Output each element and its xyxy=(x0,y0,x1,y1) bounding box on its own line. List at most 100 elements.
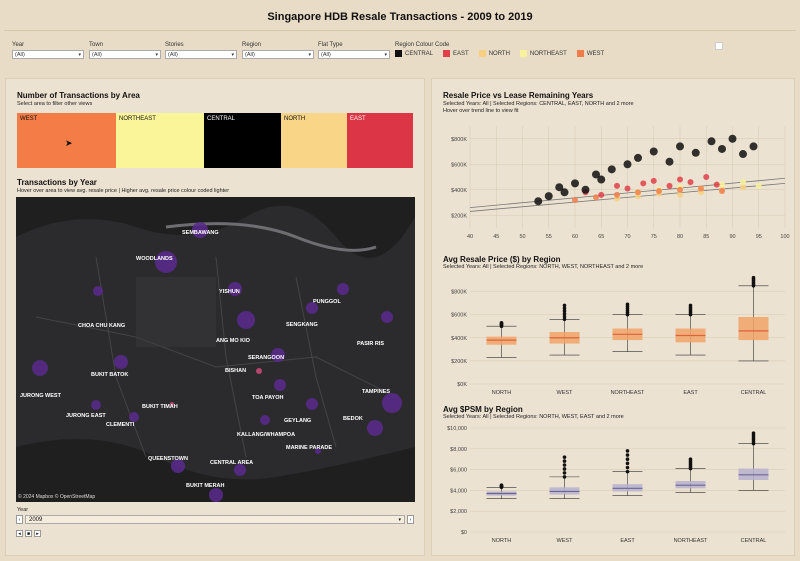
scatter-point[interactable] xyxy=(544,192,553,201)
scatter-point[interactable] xyxy=(572,196,578,203)
scatter-point[interactable] xyxy=(614,191,620,198)
scatter-point[interactable] xyxy=(614,182,620,189)
year-select[interactable]: 2009 ▾ xyxy=(25,515,405,524)
scatter-point[interactable] xyxy=(749,142,758,151)
box2-chart[interactable]: $0 $2,000 $4,000 $6,000 $8,000 $10,000 NORTH WE… xyxy=(440,420,790,550)
scatter-point[interactable] xyxy=(640,180,647,187)
play-icon[interactable]: ▸ xyxy=(34,530,41,537)
area-tile-north[interactable]: NORTH xyxy=(281,113,347,168)
filter-year-select[interactable]: (All) ▾ xyxy=(12,50,84,59)
town-marker[interactable] xyxy=(155,251,177,273)
scatter-point[interactable] xyxy=(740,179,746,186)
year-next-button[interactable]: › xyxy=(407,515,414,524)
box1-chart[interactable]: $0K $200K $400K $600K $800K NORTH WEST NORTHEAS… xyxy=(440,272,790,398)
town-marker[interactable] xyxy=(234,464,246,476)
trend-line[interactable] xyxy=(469,177,786,208)
town-marker[interactable] xyxy=(260,415,270,425)
legend-item-northeast[interactable]: NORTHEAST xyxy=(519,50,567,57)
town-marker[interactable] xyxy=(228,282,242,296)
scatter-point[interactable] xyxy=(593,194,599,201)
scatter-point[interactable] xyxy=(650,177,657,184)
area-tile-west[interactable]: WEST xyxy=(17,113,116,168)
legend-item-north[interactable]: NORTH xyxy=(478,50,510,57)
town-marker[interactable] xyxy=(274,379,286,391)
scatter-point[interactable] xyxy=(635,189,641,196)
town-marker[interactable] xyxy=(256,368,262,374)
stop-icon[interactable]: ■ xyxy=(25,530,32,537)
scatter-point[interactable] xyxy=(719,188,725,195)
town-marker[interactable] xyxy=(271,348,285,362)
scatter-point[interactable] xyxy=(698,185,704,192)
scatter-point[interactable] xyxy=(634,153,642,162)
scatter-point[interactable] xyxy=(739,150,747,159)
scatter-point[interactable] xyxy=(607,165,616,174)
scatter-point[interactable] xyxy=(656,188,662,195)
scatter-point[interactable] xyxy=(703,174,710,180)
town-marker[interactable] xyxy=(382,393,402,413)
filter-town: Town (All) ▾ xyxy=(89,42,161,59)
legend-item-central[interactable]: CENTRAL xyxy=(395,50,433,57)
outlier-point xyxy=(751,431,756,435)
area-tile-central[interactable]: CENTRAL xyxy=(204,113,281,168)
scatter-point[interactable] xyxy=(687,179,694,186)
town-marker[interactable] xyxy=(192,222,208,238)
town-marker[interactable] xyxy=(209,488,223,502)
outlier-point xyxy=(625,461,630,466)
scatter-point[interactable] xyxy=(718,144,726,153)
scatter-chart[interactable]: $200K $400K $600K $800K 40 45 50 55 60 65 70 75 80 85… xyxy=(440,116,790,246)
town-marker[interactable] xyxy=(237,311,255,329)
legend-item-west[interactable]: WEST xyxy=(576,50,604,57)
scatter-point[interactable] xyxy=(571,179,579,188)
town-marker[interactable] xyxy=(381,311,393,323)
scatter-point[interactable] xyxy=(707,137,716,146)
scatter-point[interactable] xyxy=(728,134,737,143)
scatter-point[interactable] xyxy=(691,148,700,157)
scatter-point[interactable] xyxy=(555,183,564,192)
scatter-point[interactable] xyxy=(534,197,543,206)
scatter-point[interactable] xyxy=(677,176,683,183)
area-tile-northeast[interactable]: NORTHEAST xyxy=(116,113,204,168)
town-marker[interactable] xyxy=(315,448,321,454)
filter-town-select[interactable]: (All) ▾ xyxy=(89,50,161,59)
scatter-point[interactable] xyxy=(560,188,569,197)
town-marker[interactable] xyxy=(171,459,185,473)
town-marker[interactable] xyxy=(170,402,174,406)
scatter-point[interactable] xyxy=(677,191,683,198)
year-prev-button[interactable]: ‹ xyxy=(16,515,23,524)
box[interactable] xyxy=(738,316,769,341)
scatter-point[interactable] xyxy=(676,142,684,151)
scatter-point[interactable] xyxy=(713,181,720,188)
town-marker[interactable] xyxy=(337,283,349,295)
scatter-point[interactable] xyxy=(597,175,606,184)
scatter-point[interactable] xyxy=(719,181,725,188)
scatter-point[interactable] xyxy=(666,182,673,189)
map[interactable]: SEMBAWANG WOODLANDS YISHUN PUNGGOL SENGKANG C… xyxy=(16,197,415,502)
trend-line[interactable] xyxy=(469,182,786,212)
legend-item-east[interactable]: EAST xyxy=(443,50,469,57)
town-marker[interactable] xyxy=(367,420,383,436)
scatter-point[interactable] xyxy=(740,184,746,191)
filter-stories-select[interactable]: (All) ▾ xyxy=(165,50,237,59)
town-marker[interactable] xyxy=(114,355,128,369)
scatter-point[interactable] xyxy=(581,185,590,194)
scatter-point[interactable] xyxy=(755,182,762,189)
scatter-point[interactable] xyxy=(649,147,658,156)
play-back-icon[interactable]: ◂ xyxy=(16,530,23,537)
year-control-label: Year xyxy=(17,507,29,513)
town-marker[interactable] xyxy=(306,302,318,314)
scatter-point[interactable] xyxy=(677,186,683,193)
town-marker[interactable] xyxy=(93,286,103,296)
scatter-point[interactable] xyxy=(624,185,631,192)
area-tile-east[interactable]: EAST xyxy=(347,113,413,168)
scatter-point[interactable] xyxy=(592,170,600,179)
town-marker[interactable] xyxy=(32,360,48,376)
checkbox[interactable] xyxy=(715,42,723,50)
scatter-point[interactable] xyxy=(665,157,674,166)
filter-region-select[interactable]: (All) ▾ xyxy=(242,50,314,59)
town-marker[interactable] xyxy=(306,398,318,410)
filter-flat-type-select[interactable]: (All) ▾ xyxy=(318,50,390,59)
scatter-point[interactable] xyxy=(623,160,632,169)
town-marker[interactable] xyxy=(129,412,139,422)
scatter-point[interactable] xyxy=(598,191,605,198)
town-marker[interactable] xyxy=(91,400,101,410)
